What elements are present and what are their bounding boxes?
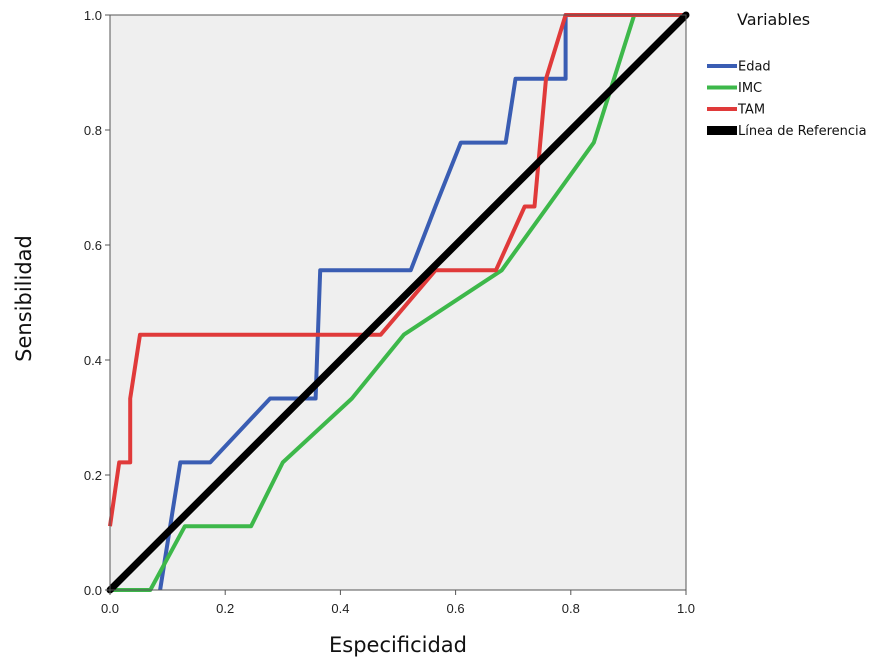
- x-tick-label: 0.2: [216, 601, 234, 616]
- y-tick-label: 1.0: [84, 8, 102, 23]
- legend: Variables Edad IMC TAM Línea de Referencia: [707, 10, 867, 139]
- series-line-imc: [110, 13, 686, 592]
- y-tick-label: 0.4: [84, 353, 102, 368]
- series-line-edad: [158, 13, 686, 591]
- legend-swatch: [707, 107, 737, 111]
- x-tick-label: 1.0: [677, 601, 695, 616]
- legend-items: Edad IMC TAM Línea de Referencia: [707, 60, 867, 139]
- x-tick-label: 0.8: [562, 601, 580, 616]
- legend-label: IMC: [738, 81, 762, 96]
- x-tick-label: 0.6: [447, 601, 465, 616]
- legend-swatch: [707, 85, 737, 90]
- y-axis-title: Sensibilidad: [12, 235, 36, 362]
- legend-swatch: [707, 126, 737, 135]
- series-layer: [106, 11, 690, 594]
- y-tick-label: 0.0: [84, 583, 102, 598]
- y-tick-label: 0.6: [84, 238, 102, 253]
- x-axis-title: Especificidad: [329, 633, 467, 657]
- axes-layer: 0.0 0.2 0.4 0.6 0.8 1.0 0.0 0.2 0.4 0.6 0.8 1.0: [84, 8, 695, 616]
- series-line-l-nea-de-referencia: [106, 11, 690, 594]
- y-tick-label: 0.8: [84, 123, 102, 138]
- legend-title: Variables: [737, 10, 810, 29]
- legend-label: TAM: [737, 103, 765, 118]
- y-tick-label: 0.2: [84, 468, 102, 483]
- legend-label: Edad: [738, 60, 771, 75]
- x-tick-label: 0.0: [101, 601, 119, 616]
- x-tick-label: 0.4: [331, 601, 349, 616]
- plot-frame: [109, 14, 687, 591]
- legend-label: Línea de Referencia: [738, 124, 867, 139]
- series-line-tam: [108, 13, 686, 527]
- legend-swatch: [707, 64, 737, 68]
